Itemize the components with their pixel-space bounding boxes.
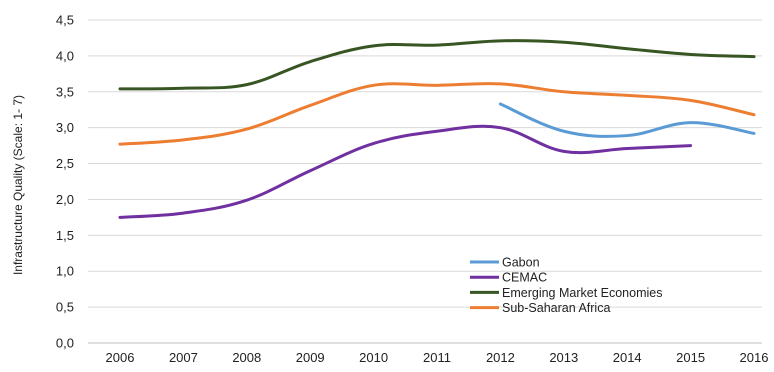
y-tick-label: 1,5 xyxy=(56,228,74,243)
legend-item-gabon: Gabon xyxy=(470,256,540,270)
y-tick-label: 2,5 xyxy=(56,156,74,171)
legend-item-cemac: CEMAC xyxy=(470,271,547,285)
legend-item-sub-saharan-africa: Sub-Saharan Africa xyxy=(470,301,610,315)
y-tick-label: 4,0 xyxy=(56,48,74,63)
x-tick-label: 2012 xyxy=(486,350,515,365)
x-tick-label: 2010 xyxy=(359,350,388,365)
y-tick-label: 3,5 xyxy=(56,84,74,99)
x-tick-label: 2013 xyxy=(549,350,578,365)
legend-label: CEMAC xyxy=(502,271,547,285)
x-tick-label: 2008 xyxy=(232,350,261,365)
x-tick-label: 2015 xyxy=(676,350,705,365)
y-tick-label: 4,5 xyxy=(56,13,74,28)
x-tick-label: 2009 xyxy=(296,350,325,365)
tick-labels: 0,0 0,5 1,0 1,5 2,0 2,5 3,0 3,5 4,0 4,5 2006 2007 20… xyxy=(56,13,769,366)
x-tick-label: 2011 xyxy=(423,350,451,365)
y-axis-title: Infrastructure Quality (Scale: 1- 7) xyxy=(11,95,25,275)
x-tick-label: 2016 xyxy=(740,350,769,365)
y-tick-label: 1,0 xyxy=(56,264,74,279)
legend-label: Gabon xyxy=(502,256,540,270)
legend-item-emerging-market-economies: Emerging Market Economies xyxy=(470,286,662,300)
x-tick-label: 2007 xyxy=(169,350,198,365)
gridlines xyxy=(88,19,762,308)
series-line-emerging-market-economies xyxy=(118,39,756,91)
series-lines xyxy=(118,39,756,219)
y-tick-label: 2,0 xyxy=(56,192,74,207)
y-tick-label: 3,0 xyxy=(56,120,74,135)
x-tick-label: 2014 xyxy=(613,350,642,365)
y-tick-label: 0,0 xyxy=(56,336,74,351)
y-tick-label: 0,5 xyxy=(56,300,74,315)
legend-label: Sub-Saharan Africa xyxy=(502,301,610,315)
series-line-cemac xyxy=(118,124,693,219)
series-line-gabon xyxy=(498,102,756,138)
legend-label: Emerging Market Economies xyxy=(502,286,662,300)
x-tick-label: 2006 xyxy=(106,350,135,365)
series-line-sub-saharan-africa xyxy=(118,82,756,146)
